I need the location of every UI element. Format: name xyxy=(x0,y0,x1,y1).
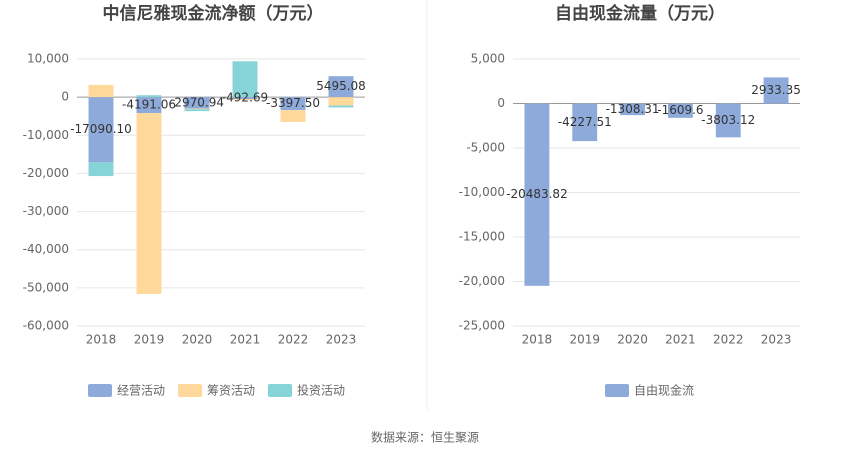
data-label: -2970.94 xyxy=(170,95,224,109)
bar xyxy=(715,103,741,138)
x-tick-label: 2018 xyxy=(86,333,117,347)
x-tick-label: 2023 xyxy=(761,333,792,347)
bar xyxy=(280,110,306,122)
data-label: -3397.50 xyxy=(266,96,320,110)
legend-label: 筹资活动 xyxy=(207,384,255,398)
bar xyxy=(328,105,354,108)
y-tick-label: -40,000 xyxy=(23,242,69,256)
y-tick-label: -20,000 xyxy=(459,274,505,288)
bar xyxy=(184,109,210,112)
y-tick-label: 0 xyxy=(61,90,69,104)
bar xyxy=(232,99,258,101)
bar xyxy=(280,97,306,111)
data-label: -1609.6 xyxy=(657,103,703,117)
y-tick-label: -25,000 xyxy=(459,319,505,333)
y-tick-label: -5,000 xyxy=(466,141,505,155)
bar xyxy=(620,103,646,116)
data-label: -17090.10 xyxy=(70,122,132,136)
y-tick-label: -10,000 xyxy=(459,185,505,199)
x-tick-label: 2019 xyxy=(569,333,600,347)
bar xyxy=(88,84,114,98)
bar xyxy=(232,97,258,100)
legend-swatch xyxy=(605,384,629,397)
y-tick-label: 0 xyxy=(497,96,505,110)
legend-label: 经营活动 xyxy=(117,384,165,398)
data-label: 5495.08 xyxy=(316,79,366,93)
bar xyxy=(524,103,550,286)
y-tick-label: -10,000 xyxy=(23,128,69,142)
y-tick-label: -30,000 xyxy=(23,204,69,218)
x-tick-label: 2018 xyxy=(522,333,553,347)
bar xyxy=(667,103,693,118)
y-tick-label: -60,000 xyxy=(23,319,69,333)
data-label: -3803.12 xyxy=(701,113,755,127)
bar xyxy=(328,76,354,98)
x-tick-label: 2022 xyxy=(278,333,309,347)
bar xyxy=(136,97,162,114)
bar xyxy=(184,97,210,109)
bar xyxy=(232,61,258,98)
x-tick-label: 2020 xyxy=(617,333,648,347)
bar xyxy=(328,97,354,106)
x-tick-label: 2019 xyxy=(134,333,165,347)
legend-label: 自由现金流 xyxy=(634,383,694,398)
x-tick-label: 2020 xyxy=(182,333,213,347)
source: 数据来源：恒生聚源 xyxy=(371,430,479,445)
y-tick-label: -20,000 xyxy=(23,166,69,180)
x-tick-label: 2021 xyxy=(230,333,261,347)
chart-title: 中信尼雅现金流净额（万元） xyxy=(103,3,324,24)
legend-swatch xyxy=(178,384,202,397)
legend-label: 投资活动 xyxy=(297,383,345,398)
data-label: 2933.35 xyxy=(751,83,801,97)
bar xyxy=(88,97,114,163)
data-label: -492.69 xyxy=(222,91,268,105)
bar xyxy=(136,95,162,98)
bar xyxy=(184,108,210,110)
bar xyxy=(88,162,114,177)
legend-swatch xyxy=(88,384,112,397)
bar xyxy=(763,77,789,104)
x-tick-label: 2022 xyxy=(713,333,744,347)
legend-swatch xyxy=(268,384,292,397)
data-label: -4191.06 xyxy=(122,98,176,112)
y-tick-label: 10,000 xyxy=(27,52,69,66)
x-tick-label: 2021 xyxy=(665,333,696,347)
y-tick-label: 5,000 xyxy=(471,52,505,66)
y-tick-label: -50,000 xyxy=(23,280,69,294)
bar xyxy=(572,103,598,142)
data-label: -4227.51 xyxy=(558,115,612,129)
x-tick-label: 2023 xyxy=(326,333,357,347)
chart-title: 自由现金流量（万元） xyxy=(555,3,725,24)
bar xyxy=(136,113,162,294)
data-label: -1308.31 xyxy=(606,102,660,116)
data-label: -20483.82 xyxy=(506,187,568,201)
y-tick-label: -15,000 xyxy=(459,230,505,244)
